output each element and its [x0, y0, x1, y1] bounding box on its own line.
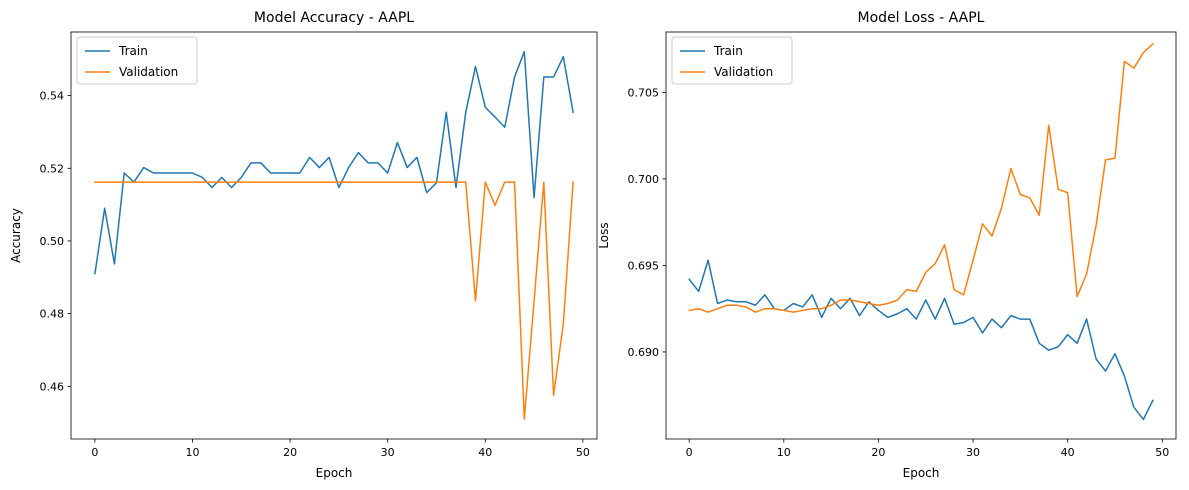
- x-tick-label: 20: [871, 446, 885, 459]
- x-tick-label: 30: [966, 446, 980, 459]
- y-tick-label: 0.705: [628, 86, 660, 99]
- chart-title: Model Loss - AAPL: [858, 10, 985, 26]
- y-tick-label: 0.695: [628, 259, 660, 272]
- plot-area: [71, 32, 597, 439]
- series-line-validation: [94, 181, 574, 420]
- legend-label-validation: Validation: [119, 65, 178, 79]
- y-axis-label: Accuracy: [9, 208, 23, 263]
- y-tick-label: 0.54: [40, 90, 65, 103]
- legend: Train Validation: [76, 36, 198, 85]
- x-tick-label: 40: [1061, 446, 1075, 459]
- x-tick-label: 40: [478, 446, 492, 459]
- axes-frame: [665, 31, 1177, 440]
- y-tick-label: 0.46: [40, 380, 65, 393]
- x-tick-label: 20: [283, 446, 297, 459]
- x-tick-label: 50: [1155, 446, 1169, 459]
- series-line-validation: [688, 42, 1154, 313]
- x-tick-label: 30: [381, 446, 395, 459]
- y-axis-label: Loss: [597, 222, 611, 248]
- x-axis-label: Epoch: [316, 466, 353, 480]
- x-tick-label: 0: [91, 446, 98, 459]
- axes-frame: [70, 31, 598, 440]
- y-tick-label: 0.48: [40, 308, 65, 321]
- series-line-train: [688, 259, 1154, 421]
- loss-chart: 0 10 20 30 40 50 0.690 0.695 0.700 0.705 Model Los…: [597, 10, 1177, 480]
- plot-area: [666, 32, 1176, 439]
- legend: Train Validation: [671, 36, 793, 85]
- y-tick-label: 0.700: [628, 173, 660, 186]
- legend-label-train: Train: [118, 44, 148, 58]
- y-tick-label: 0.690: [628, 346, 660, 359]
- legend-label-train: Train: [713, 44, 743, 58]
- y-tick-label: 0.50: [40, 235, 65, 248]
- x-axis-label: Epoch: [903, 466, 940, 480]
- series-line-train: [94, 50, 574, 275]
- x-tick-label: 10: [185, 446, 199, 459]
- x-tick-label: 10: [777, 446, 791, 459]
- x-tick-label: 0: [686, 446, 693, 459]
- x-tick-label: 50: [576, 446, 590, 459]
- accuracy-chart: 0 10 20 30 40 50 0.46 0.48 0.50 0.52 0.54 Model Acc…: [9, 10, 598, 480]
- legend-label-validation: Validation: [714, 65, 773, 79]
- y-tick-label: 0.52: [40, 162, 65, 175]
- chart-title: Model Accuracy - AAPL: [254, 10, 414, 26]
